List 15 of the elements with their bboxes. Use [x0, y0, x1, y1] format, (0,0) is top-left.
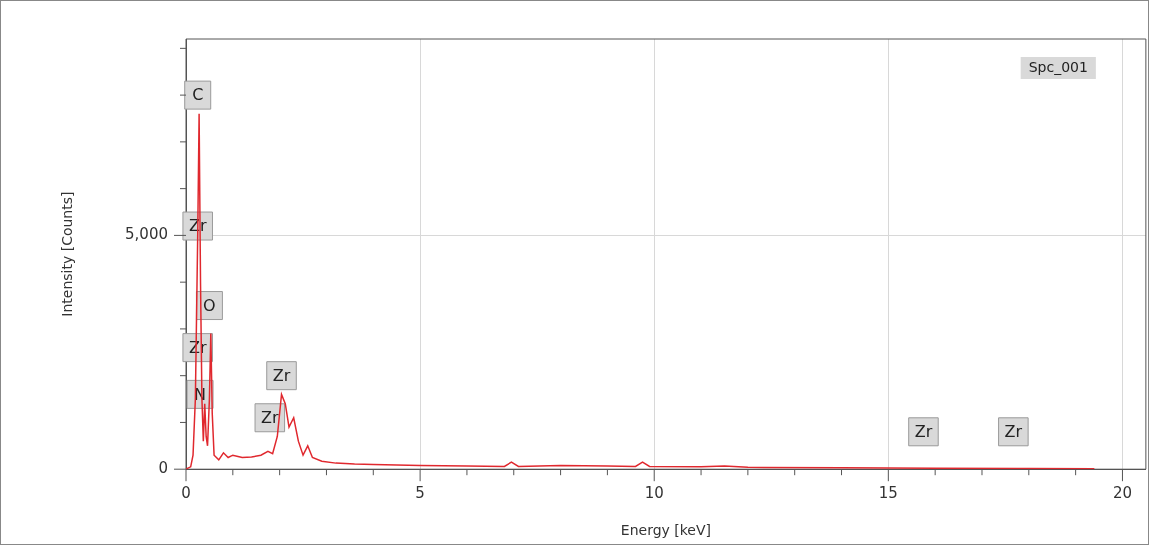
- x-tick-label: 20: [1112, 484, 1132, 503]
- y-tick-label: 5,000: [125, 225, 168, 244]
- x-tick-label: 10: [644, 484, 664, 503]
- annotation: Zr: [272, 365, 291, 385]
- x-tick-label: 15: [878, 484, 898, 503]
- x-axis-title: Energy [keV]: [620, 522, 712, 539]
- annotation: Zr: [261, 407, 279, 427]
- annotation: O: [203, 295, 216, 315]
- annotation: Zr: [1004, 421, 1023, 441]
- x-tick-label: 0: [181, 484, 191, 503]
- text: Spc_001: [1028, 58, 1088, 75]
- y-axis-title: Intensity [Counts]: [59, 191, 76, 317]
- annotation: C: [192, 85, 204, 105]
- annotation: Zr: [914, 421, 933, 441]
- x-tick-label: 5: [415, 484, 425, 503]
